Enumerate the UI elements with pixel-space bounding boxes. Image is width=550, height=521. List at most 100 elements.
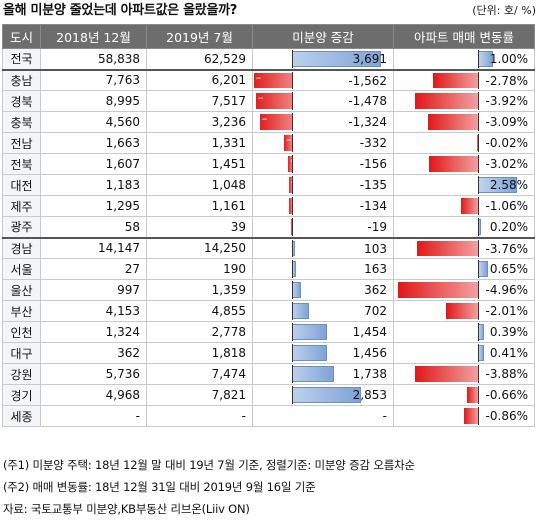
jul2019-cell: 7,821 bbox=[146, 384, 253, 406]
jul2019-cell: 3,236 bbox=[146, 111, 253, 133]
unsold-bar bbox=[292, 303, 310, 319]
city-cell: 전국 bbox=[2, 48, 41, 71]
unsold-axis bbox=[292, 113, 294, 131]
unsold-change-cell: 362 bbox=[252, 279, 394, 301]
unsold-axis bbox=[292, 239, 294, 257]
city-cell: 서울 bbox=[2, 258, 41, 280]
price-bar bbox=[445, 303, 478, 319]
price-value: -2.01% bbox=[485, 304, 528, 318]
data-table: 도시 2018년 12월 2019년 7월 미분양 증감 아파트 매매 변동률 … bbox=[2, 24, 535, 427]
city-cell: 울산 bbox=[2, 279, 41, 301]
price-axis bbox=[478, 71, 479, 89]
dec2018-cell: 1,324 bbox=[40, 321, 147, 343]
price-axis bbox=[478, 302, 479, 320]
price-bar bbox=[429, 156, 478, 172]
price-axis bbox=[478, 113, 479, 131]
unsold-value: 1,738 bbox=[352, 367, 387, 381]
header-unsold-change: 미분양 증감 bbox=[252, 24, 394, 49]
header-jul2019: 2019년 7월 bbox=[146, 24, 253, 49]
unsold-value: 2,853 bbox=[352, 388, 387, 402]
jul2019-cell: 1,451 bbox=[146, 153, 253, 175]
header-price-change: 아파트 매매 변동률 bbox=[393, 24, 535, 49]
city-cell: 전남 bbox=[2, 132, 41, 154]
dec2018-cell: - bbox=[40, 405, 147, 427]
price-bar bbox=[415, 366, 478, 382]
unsold-value: -156 bbox=[359, 157, 387, 171]
price-axis bbox=[478, 197, 479, 215]
jul2019-cell: 1,359 bbox=[146, 279, 253, 301]
price-change-cell: -3.92% bbox=[393, 90, 535, 112]
jul2019-cell: 7,474 bbox=[146, 363, 253, 385]
price-axis bbox=[478, 134, 479, 152]
unsold-bar bbox=[253, 71, 293, 88]
unsold-change-cell: -332 bbox=[252, 132, 394, 154]
price-change-cell: 2.58% bbox=[393, 174, 535, 196]
unsold-bar bbox=[255, 92, 293, 109]
unsold-value: -1,478 bbox=[348, 94, 387, 108]
price-value: -0.02% bbox=[485, 136, 528, 150]
price-value: -3.92% bbox=[485, 94, 528, 108]
unsold-change-cell: 1,456 bbox=[252, 342, 394, 364]
price-bar bbox=[417, 240, 478, 256]
unsold-value: 702 bbox=[364, 304, 387, 318]
price-value: 2.58% bbox=[489, 178, 528, 192]
dec2018-cell: 58 bbox=[40, 216, 147, 238]
table-row: 울산 997 1,359 362 -4.96% bbox=[2, 279, 535, 301]
table-row: 경기 4,968 7,821 2,853 -0.66% bbox=[2, 384, 535, 406]
price-change-cell: -2.01% bbox=[393, 300, 535, 322]
unsold-change-cell: -156 bbox=[252, 153, 394, 175]
jul2019-cell: 1,331 bbox=[146, 132, 253, 154]
unsold-axis bbox=[292, 281, 294, 299]
unsold-bar bbox=[292, 387, 361, 403]
unsold-bar bbox=[291, 218, 298, 235]
price-bar bbox=[397, 282, 478, 298]
price-change-cell: -1.06% bbox=[393, 195, 535, 217]
price-change-cell: 0.65% bbox=[393, 258, 535, 280]
jul2019-cell: 4,855 bbox=[146, 300, 253, 322]
jul2019-cell: 6,201 bbox=[146, 69, 253, 91]
unsold-bar bbox=[292, 366, 334, 382]
unsold-value: 1,454 bbox=[352, 325, 387, 339]
unsold-axis bbox=[292, 218, 294, 236]
price-value: -3.02% bbox=[485, 157, 528, 171]
city-cell: 인천 bbox=[2, 321, 41, 343]
unsold-value: 103 bbox=[364, 241, 387, 256]
table-row: 인천 1,324 2,778 1,454 0.39% bbox=[2, 321, 535, 343]
dec2018-cell: 14,147 bbox=[40, 236, 147, 259]
table-row: 강원 5,736 7,474 1,738 -3.88% bbox=[2, 363, 535, 385]
unsold-axis bbox=[292, 386, 294, 404]
city-cell: 제주 bbox=[2, 195, 41, 217]
price-change-cell: -0.66% bbox=[393, 384, 535, 406]
jul2019-cell: 7,517 bbox=[146, 90, 253, 112]
price-value: -0.66% bbox=[485, 388, 528, 402]
price-value: -4.96% bbox=[485, 283, 528, 297]
table-row: 세종 - - - -0.86% bbox=[2, 405, 535, 427]
unsold-change-cell: 2,853 bbox=[252, 384, 394, 406]
jul2019-cell: 39 bbox=[146, 216, 253, 238]
city-cell: 강원 bbox=[2, 363, 41, 385]
dec2018-cell: 1,663 bbox=[40, 132, 147, 154]
unsold-axis bbox=[292, 365, 294, 383]
city-cell: 대구 bbox=[2, 342, 41, 364]
note-source: 자료: 국토교통부 미분양,KB부동산 리브온(Liiv ON) bbox=[3, 502, 250, 516]
price-value: 0.65% bbox=[489, 262, 528, 276]
unsold-bar bbox=[259, 113, 293, 130]
unsold-change-cell: -1,478 bbox=[252, 90, 394, 112]
price-axis bbox=[478, 365, 479, 383]
unsold-change-cell: -1,324 bbox=[252, 111, 394, 133]
price-axis bbox=[478, 407, 479, 425]
price-change-cell: 0.20% bbox=[393, 216, 535, 238]
price-bar bbox=[478, 261, 488, 277]
dec2018-cell: 4,968 bbox=[40, 384, 147, 406]
unsold-value: 362 bbox=[364, 283, 387, 297]
city-cell: 대전 bbox=[2, 174, 41, 196]
unsold-change-cell: -135 bbox=[252, 174, 394, 196]
unsold-axis bbox=[292, 92, 294, 110]
unsold-change-cell: 1,738 bbox=[252, 363, 394, 385]
